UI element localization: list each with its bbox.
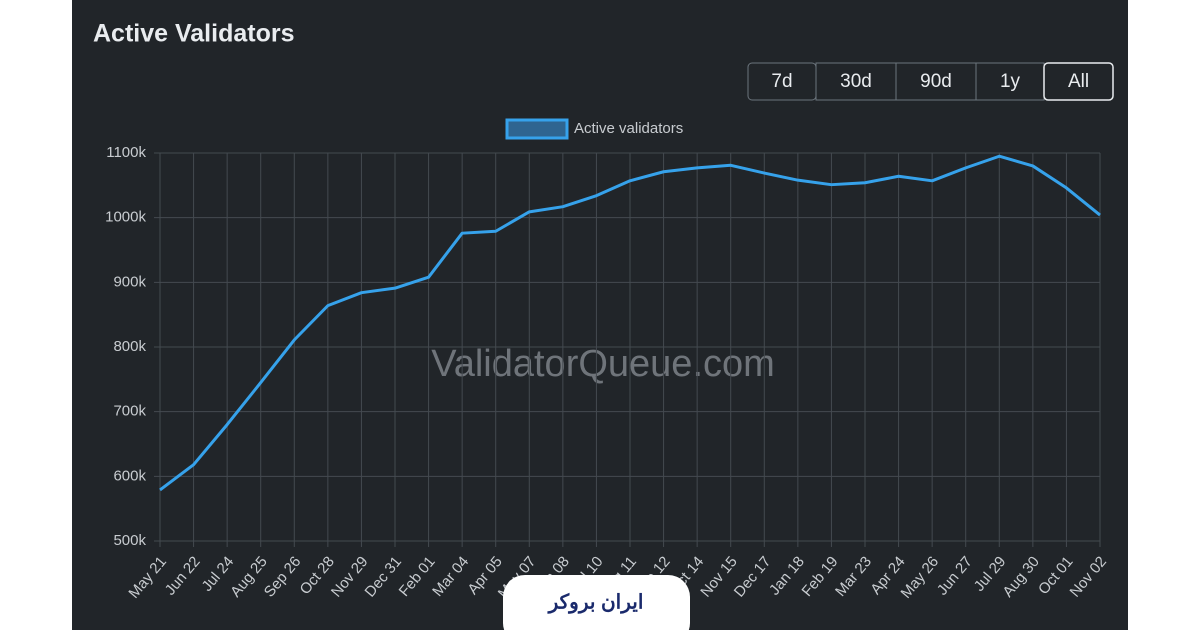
range-button-label[interactable]: 1y <box>1000 71 1021 92</box>
y-tick-label: 500k <box>113 532 146 549</box>
series-line <box>159 154 1101 492</box>
range-button[interactable] <box>895 62 977 101</box>
y-tick-label: 800k <box>113 338 146 355</box>
range-button-label[interactable]: 7d <box>771 71 792 92</box>
range-button-label[interactable]: 90d <box>920 71 952 92</box>
legend-label: Active validators <box>574 120 683 137</box>
panel-title: Active Validators <box>93 20 294 48</box>
range-button-label[interactable]: 30d <box>840 71 872 92</box>
legend-swatch <box>505 118 569 140</box>
y-tick-label: 1000k <box>105 209 146 226</box>
range-button[interactable] <box>1043 62 1114 101</box>
watermark: ValidatorQueue.com <box>431 343 775 385</box>
badge-text: ایران بروکر <box>547 591 644 614</box>
y-tick-label: 600k <box>113 467 146 484</box>
y-tick-label: 1100k <box>106 144 146 161</box>
y-tick-label: 900k <box>113 273 146 290</box>
range-button-label[interactable]: All <box>1068 71 1089 92</box>
panel <box>72 0 1128 630</box>
badge <box>503 575 690 635</box>
y-tick-label: 700k <box>113 403 146 420</box>
range-button[interactable] <box>975 62 1045 101</box>
range-button[interactable] <box>815 62 897 101</box>
